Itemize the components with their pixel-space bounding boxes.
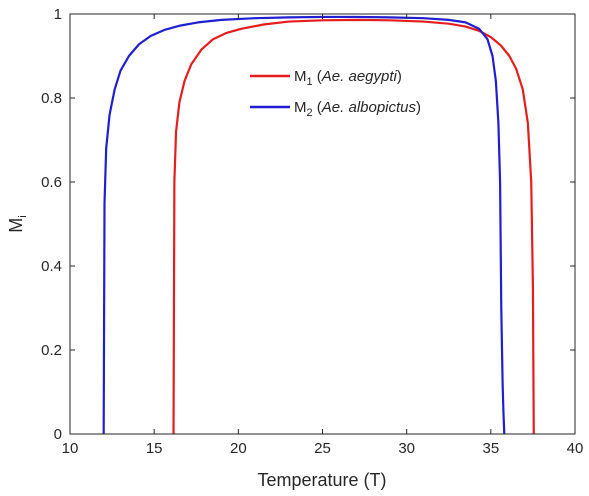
series-line-1 (172, 18, 535, 435)
y-axis-label-sub: i (17, 215, 29, 217)
x-axis-label: Temperature (T) (257, 470, 386, 490)
y-tick-label: 1 (54, 6, 62, 23)
legend: M1 (Ae. aegypti) M2 (Ae. albopictus) (250, 68, 421, 119)
y-axis-label: Mi (6, 215, 29, 232)
plot-area (70, 14, 575, 434)
x-axis: 10 15 20 25 30 35 40 (62, 14, 584, 457)
y-tick-label: 0 (54, 426, 62, 443)
y-tick-label: 0.8 (41, 90, 62, 107)
y-tick-label: 0.2 (41, 342, 62, 359)
x-tick-label: 35 (482, 440, 499, 457)
legend-entry-1: M1 (Ae. aegypti) (294, 68, 402, 88)
x-tick-label: 25 (314, 440, 331, 457)
x-tick-label: 15 (146, 440, 163, 457)
legend-entry-2: M2 (Ae. albopictus) (294, 99, 421, 119)
x-tick-label: 40 (567, 440, 584, 457)
x-tick-label: 20 (230, 440, 247, 457)
y-tick-label: 0.6 (41, 174, 62, 191)
y-axis-label-main: M (6, 218, 26, 233)
y-tick-label: 0.4 (41, 258, 62, 275)
x-tick-label: 10 (62, 440, 79, 457)
x-tick-label: 30 (398, 440, 415, 457)
y-axis: 0 0.2 0.4 0.6 0.8 1 (41, 6, 575, 443)
